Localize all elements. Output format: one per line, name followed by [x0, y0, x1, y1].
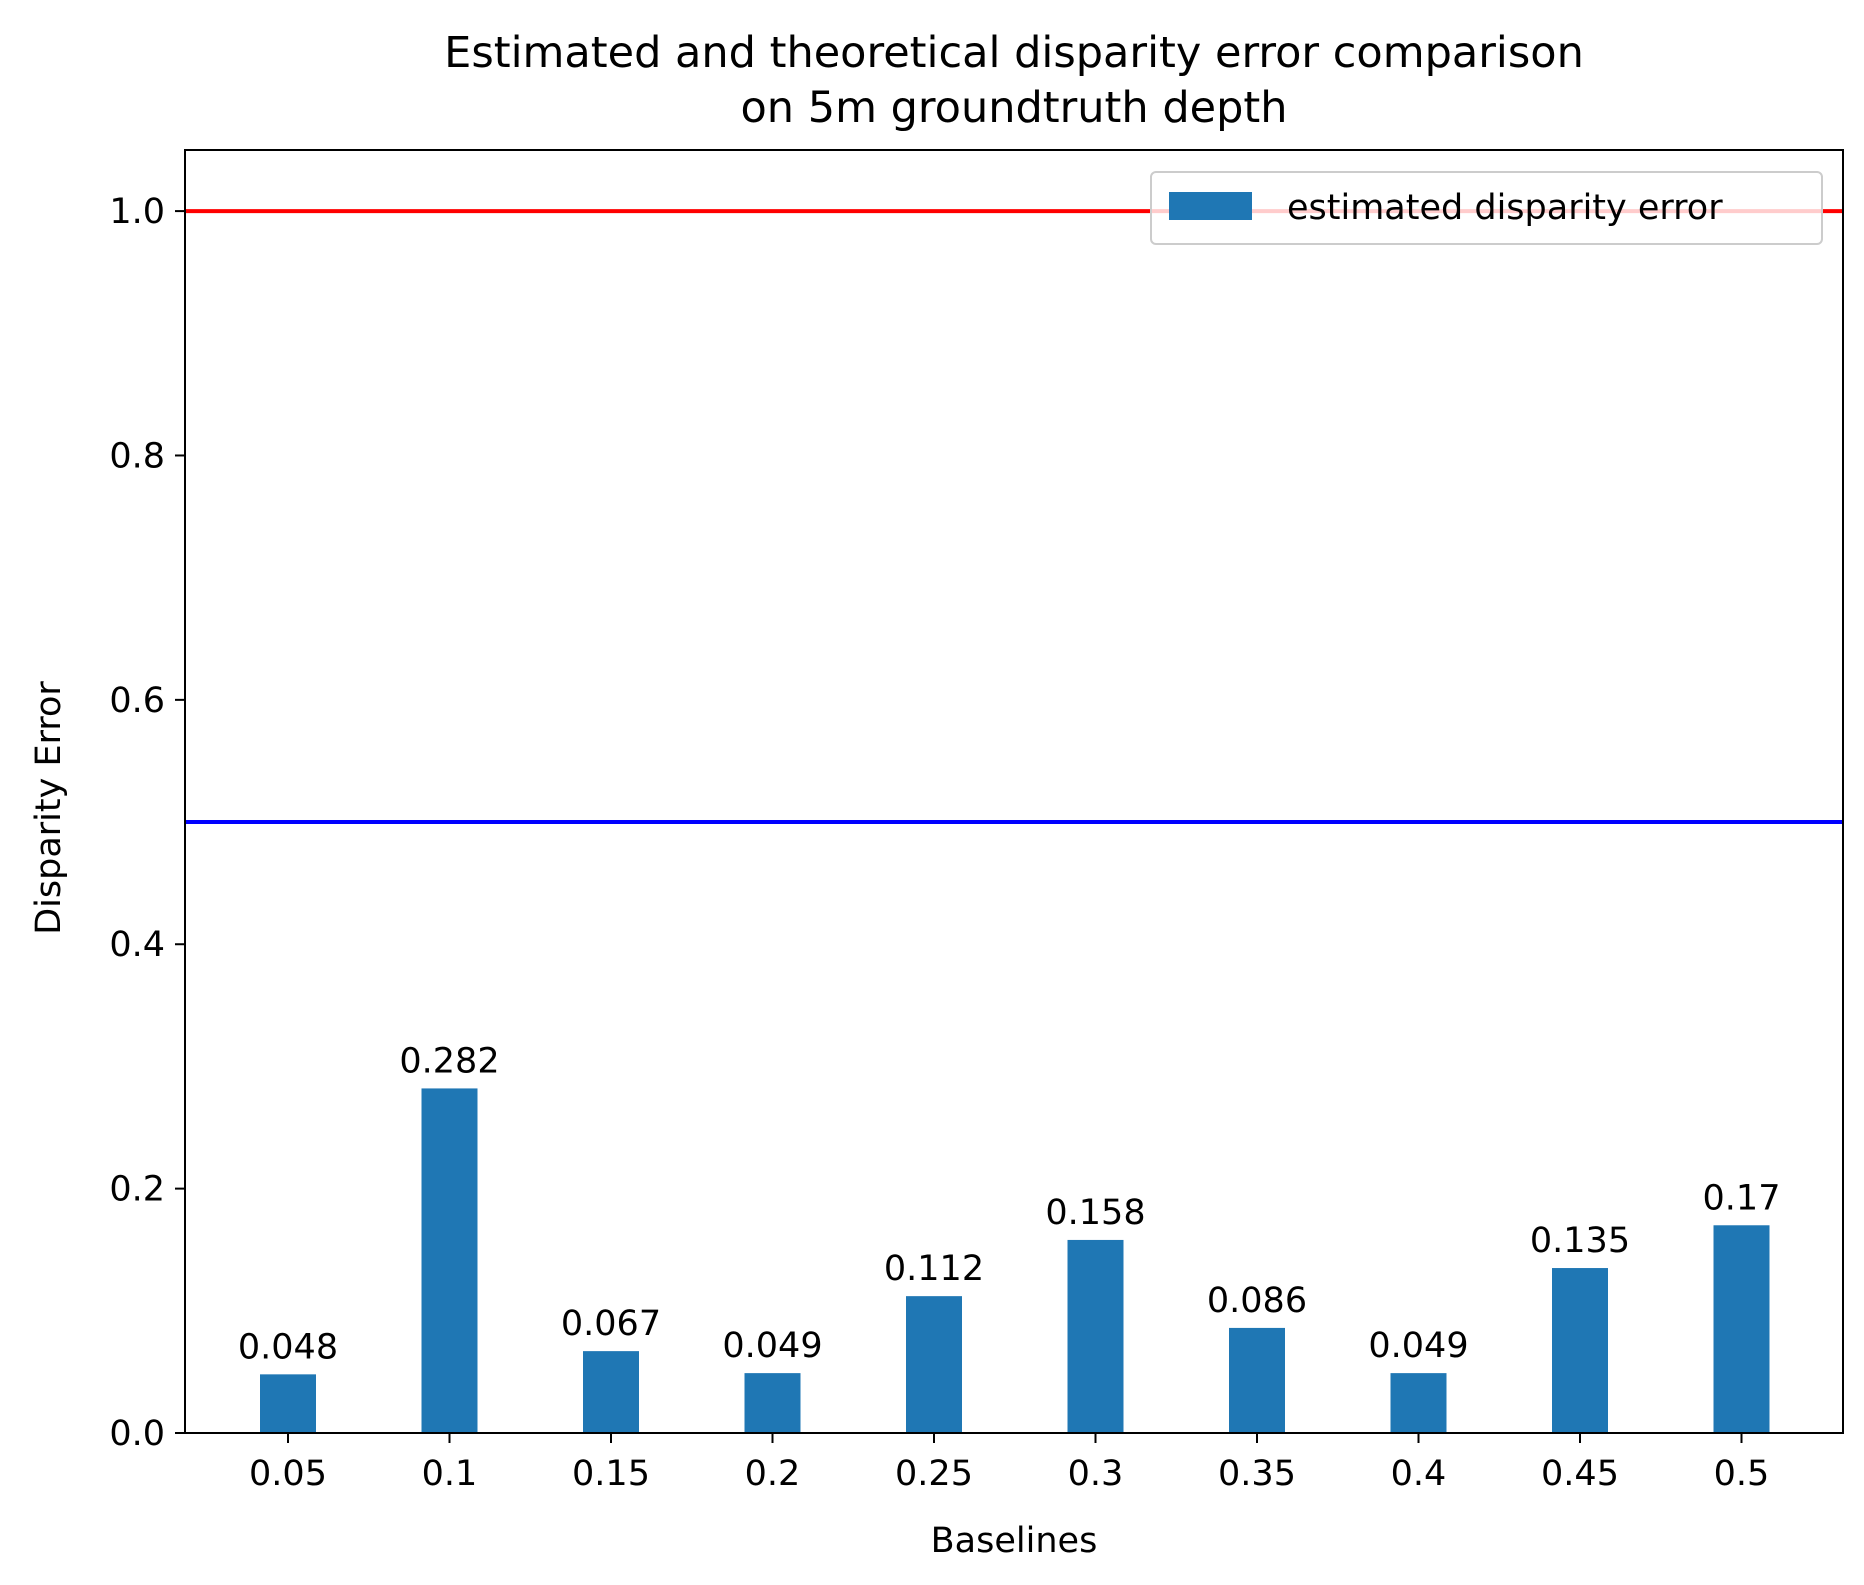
bar-0.5 [1713, 1225, 1770, 1433]
legend-label: estimated disparity error [1287, 188, 1723, 228]
x-tick-label: 0.3 [1068, 1454, 1124, 1494]
bar-0.35 [1229, 1327, 1285, 1433]
bar-value-label: 0.049 [722, 1326, 822, 1366]
bar-value-label: 0.049 [1368, 1326, 1468, 1366]
x-tick-label: 0.1 [422, 1454, 478, 1494]
bar-0.2 [744, 1373, 801, 1433]
y-tick-label: 0.6 [109, 681, 165, 721]
y-tick-label: 0.0 [109, 1414, 165, 1454]
x-tick-label: 0.45 [1541, 1454, 1619, 1494]
bar-0.15 [583, 1351, 639, 1433]
bar-value-label: 0.086 [1207, 1281, 1307, 1321]
x-tick-label: 0.15 [572, 1454, 650, 1494]
bar-value-label: 0.048 [238, 1327, 338, 1367]
bar-value-label: 0.17 [1703, 1178, 1781, 1218]
chart-title-line-2: on 5m groundtruth depth [740, 83, 1287, 133]
x-tick-label: 0.25 [895, 1454, 973, 1494]
x-tick-label: 0.2 [745, 1454, 801, 1494]
legend-swatch [1169, 192, 1252, 220]
bar-value-label: 0.158 [1045, 1193, 1145, 1233]
x-tick-label: 0.05 [249, 1454, 327, 1494]
bar-0.1 [421, 1088, 478, 1433]
y-tick-label: 0.8 [109, 436, 165, 476]
x-tick-label: 0.4 [1391, 1454, 1447, 1494]
bar-0.25 [906, 1296, 962, 1433]
bar-value-label: 0.282 [399, 1041, 499, 1081]
x-tick-label: 0.5 [1714, 1454, 1770, 1494]
chart-title-line-1: Estimated and theoretical disparity erro… [444, 28, 1584, 78]
bar-value-label: 0.067 [561, 1304, 661, 1344]
bar-0.05 [260, 1374, 316, 1433]
bar-value-label: 0.112 [884, 1249, 984, 1289]
x-tick-label: 0.35 [1218, 1454, 1296, 1494]
x-axis-label: Baselines [931, 1521, 1098, 1561]
bar-0.3 [1067, 1239, 1124, 1433]
y-tick-label: 0.4 [109, 925, 165, 965]
axes-frame [184, 149, 1844, 1434]
y-tick-label: 0.2 [109, 1170, 165, 1210]
plot-area: 0.048 0.282 0.067 0.049 0.112 0.158 0.086 0.049… [109, 149, 1844, 1494]
bar-0.4 [1390, 1373, 1447, 1433]
bar-value-label: 0.135 [1530, 1221, 1630, 1261]
bar-0.45 [1552, 1268, 1608, 1433]
y-axis-label: Disparity Error [29, 681, 69, 935]
y-tick-label: 1.0 [109, 192, 165, 232]
legend-box [1150, 171, 1823, 245]
chart-title: Estimated and theoretical disparity erro… [444, 28, 1584, 133]
